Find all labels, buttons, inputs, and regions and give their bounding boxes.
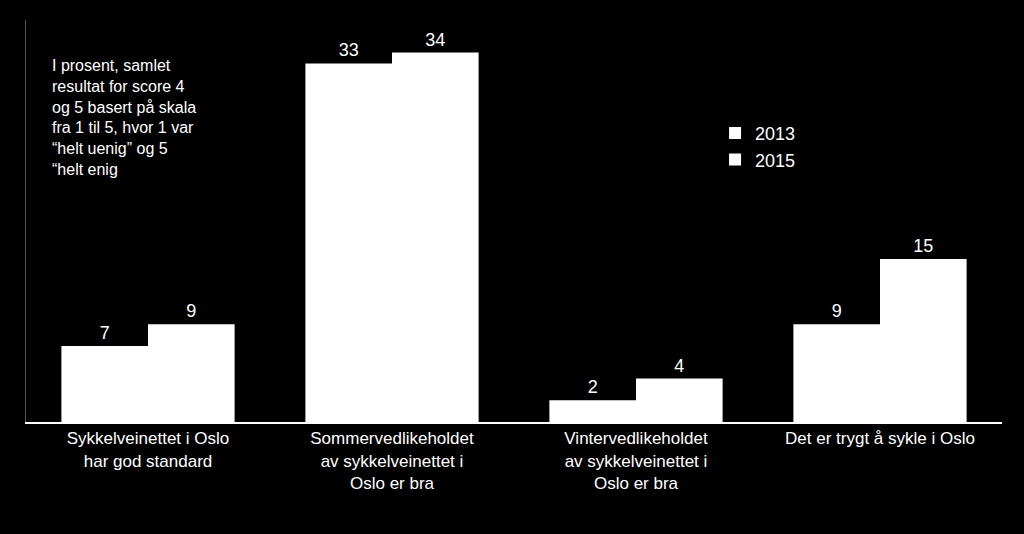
svg-text:I prosent, samletresultat for: I prosent, samletresultat for score 4og … — [52, 57, 196, 178]
svg-text:4: 4 — [674, 356, 684, 376]
svg-text:Sommervedlikeholdetav sykkelve: Sommervedlikeholdetav sykkelveinettet iO… — [310, 429, 474, 492]
svg-text:15: 15 — [913, 236, 933, 256]
svg-text:Det er trygt å sykle i Oslo: Det er trygt å sykle i Oslo — [785, 429, 975, 448]
svg-text:Sykkelveinettet i Oslohar god: Sykkelveinettet i Oslohar god standard — [67, 429, 230, 470]
svg-text:34: 34 — [425, 30, 445, 50]
svg-text:33: 33 — [339, 40, 359, 60]
svg-text:2: 2 — [588, 377, 598, 397]
svg-text:9: 9 — [186, 301, 196, 321]
svg-text:9: 9 — [832, 301, 842, 321]
svg-text:7: 7 — [100, 323, 110, 343]
svg-text:Vintervedlikeholdetav sykkelve: Vintervedlikeholdetav sykkelveinettet iO… — [564, 429, 708, 492]
svg-text:2013: 2013 — [755, 124, 795, 144]
svg-text:2015: 2015 — [755, 150, 795, 170]
